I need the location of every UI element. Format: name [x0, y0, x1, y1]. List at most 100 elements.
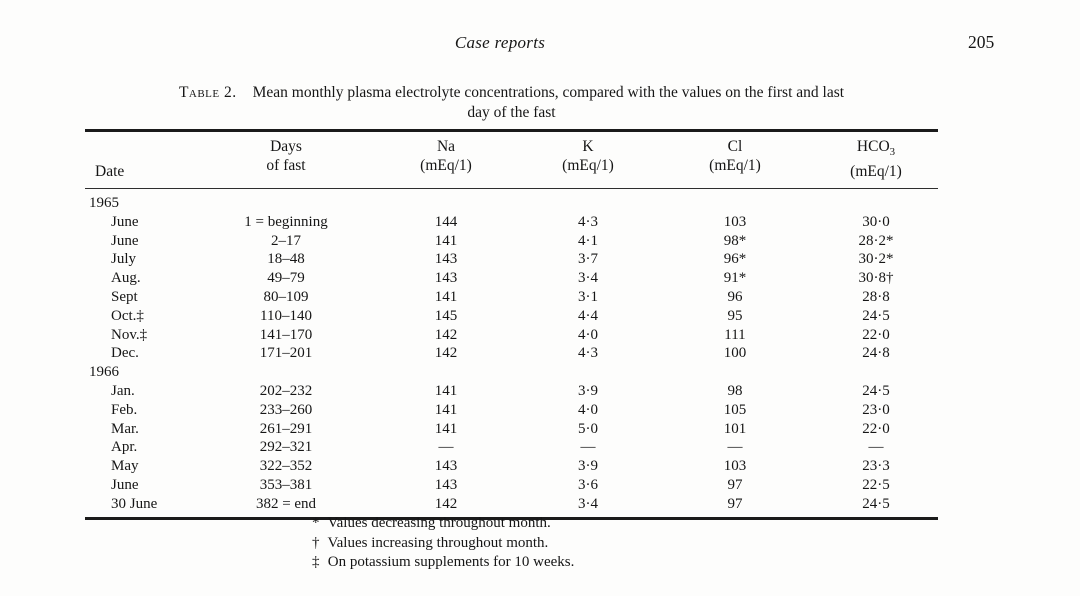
cell-date: 30 June [111, 495, 158, 512]
cell-cl: 95 [727, 307, 743, 324]
cell-days: 18–48 [267, 251, 305, 268]
cell-k: 4·3 [578, 213, 598, 230]
footnote-text: Values decreasing throughout month. [324, 515, 551, 531]
cell-days: 292–321 [259, 439, 313, 456]
cell-days: 49–79 [267, 270, 305, 287]
cell-na: 141 [434, 232, 458, 249]
footnote-text: Values increasing throughout month. [324, 534, 549, 551]
caption-line-1: Table 2. Mean monthly plasma electrolyte … [85, 83, 938, 103]
col-header-na: Na (mEq/1) [420, 138, 472, 174]
table-row: Dec. 171–201 142 4·3 100 24·8 [85, 344, 938, 363]
year-row: 1965 [85, 194, 938, 213]
cell-date: June [111, 476, 139, 493]
caption-line-2: day of the fast [467, 104, 556, 121]
cell-hco3: 30·0 [862, 213, 890, 230]
col-header-date: Date [95, 163, 125, 181]
cell-na: 143 [434, 270, 458, 287]
cell-date: July [111, 251, 137, 268]
cell-date: Aug. [111, 270, 141, 287]
table-row: May 322–352 143 3·9 103 23·3 [85, 457, 938, 476]
cell-cl: 100 [723, 345, 747, 362]
col-header-k: K (mEq/1) [562, 138, 614, 174]
table-header-rule [85, 188, 938, 190]
cell-date: 1965 [89, 194, 119, 211]
table-row: Mar. 261–291 141 5·0 101 22·0 [85, 420, 938, 439]
table-row: July 18–48 143 3·7 96* 30·2* [85, 250, 938, 269]
page-number: 205 [968, 32, 995, 52]
table-header-row: Date Days of fast Na (mEq/1) K (mEq/1) C… [85, 132, 938, 188]
cell-date: Mar. [111, 420, 139, 437]
cell-date: Dec. [111, 345, 139, 362]
cell-days: 322–352 [259, 458, 313, 475]
table-bottom-rule [85, 516, 938, 520]
cell-na: 143 [434, 458, 458, 475]
cell-date: Nov.‡ [111, 326, 148, 343]
cell-cl: 98 [727, 382, 743, 399]
cell-na: 143 [434, 476, 458, 493]
cell-k: 4·0 [578, 326, 598, 343]
table-footnotes: * Values decreasing throughout month. † V… [312, 514, 574, 573]
cell-cl: 97 [727, 476, 743, 493]
cell-days: 141–170 [259, 326, 313, 343]
cell-date: Oct.‡ [111, 307, 144, 324]
cell-days: 1 = beginning [244, 213, 328, 230]
cell-cl: 91* [723, 270, 747, 287]
table-row: Jan. 202–232 141 3·9 98 24·5 [85, 382, 938, 401]
table-label: Table 2. [178, 84, 237, 101]
table-row: June 1 = beginning 144 4·3 103 30·0 [85, 213, 938, 232]
cell-k: 4·4 [578, 307, 598, 324]
cell-k: 3·4 [578, 270, 598, 287]
table-top-rule [85, 129, 938, 132]
table-caption: Table 2. Mean monthly plasma electrolyte … [85, 83, 938, 123]
table-row: Oct.‡ 110–140 145 4·4 95 24·5 [85, 307, 938, 326]
cell-hco3: 28·2* [858, 232, 894, 249]
cell-k: 3·4 [578, 495, 598, 512]
cell-k: 3·9 [578, 458, 598, 475]
table-row: Feb. 233–260 141 4·0 105 23·0 [85, 401, 938, 420]
table-row: Sept 80–109 141 3·1 96 28·8 [85, 288, 938, 307]
cell-k: 4·1 [578, 232, 598, 249]
table-row: Aug. 49–79 143 3·4 91* 30·8† [85, 269, 938, 288]
cell-cl: 101 [723, 420, 747, 437]
cell-days: 110–140 [260, 307, 312, 324]
cell-hco3: 28·8 [862, 288, 890, 305]
footnote-text: On potassium supplements for 10 weeks. [324, 554, 575, 570]
cell-k: 4·0 [578, 401, 598, 418]
col-header-days-of-fast: Days of fast [266, 138, 306, 174]
cell-na: — [438, 439, 454, 456]
cell-days: 2–17 [271, 232, 301, 249]
col-header-cl: Cl (mEq/1) [709, 138, 761, 174]
cell-hco3: 22·5 [862, 476, 890, 493]
cell-na: 142 [434, 326, 458, 343]
cell-k: — [580, 439, 596, 456]
cell-days: 171–201 [259, 345, 313, 362]
cell-days: 202–232 [259, 382, 313, 399]
cell-days: 261–291 [259, 420, 313, 437]
cell-hco3: 24·8 [862, 345, 890, 362]
cell-date: Apr. [111, 439, 138, 456]
footnote: ‡ On potassium supplements for 10 weeks. [312, 553, 574, 573]
cell-cl: 96 [727, 288, 743, 305]
cell-hco3: 24·5 [862, 307, 890, 324]
data-table: Date Days of fast Na (mEq/1) K (mEq/1) C… [85, 129, 938, 520]
cell-cl: 105 [723, 401, 747, 418]
cell-na: 145 [434, 307, 458, 324]
cell-na: 142 [434, 495, 458, 512]
cell-hco3: 23·0 [862, 401, 890, 418]
cell-na: 144 [434, 213, 458, 230]
cell-hco3: 24·5 [862, 495, 890, 512]
cell-na: 141 [434, 288, 458, 305]
table-row: Nov.‡ 141–170 142 4·0 111 22·0 [85, 326, 938, 345]
cell-days: 80–109 [263, 288, 309, 305]
cell-days: 353–381 [259, 476, 313, 493]
cell-hco3: 23·3 [862, 458, 890, 475]
cell-cl: — [727, 439, 743, 456]
cell-cl: 103 [723, 458, 747, 475]
cell-cl: 97 [727, 495, 743, 512]
running-head: Case reports [454, 33, 546, 52]
cell-date: May [111, 458, 139, 475]
cell-cl: 96* [723, 251, 747, 268]
cell-na: 143 [434, 251, 458, 268]
cell-days: 382 = end [255, 495, 317, 512]
cell-cl: 103 [723, 213, 747, 230]
